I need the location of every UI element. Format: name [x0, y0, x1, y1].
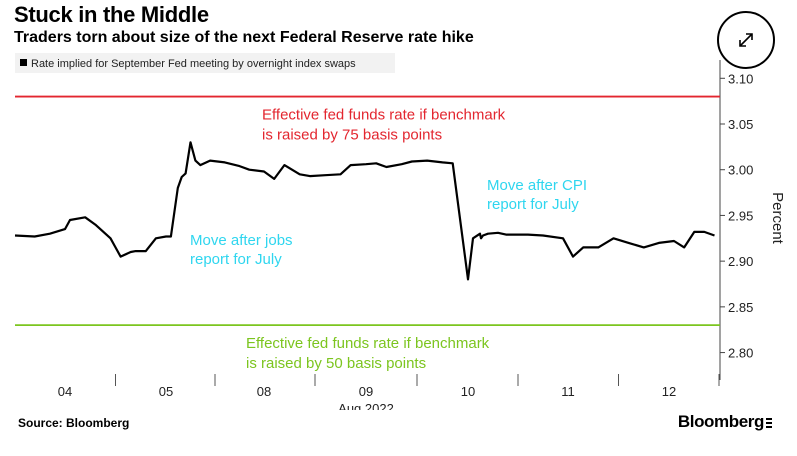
y-tick-label: 3.00	[728, 163, 753, 178]
event-annotation: report for July	[487, 196, 579, 213]
x-axis-label: Aug 2022	[338, 401, 394, 410]
reference-line-label: is raised by 75 basis points	[262, 127, 442, 144]
y-tick-label: 2.90	[728, 254, 753, 269]
annotations: Move after jobs report for July Move after…	[190, 177, 587, 268]
x-tick-label: 08	[257, 384, 271, 399]
legend-label: Rate implied for September Fed meeting b…	[31, 58, 356, 70]
series-line	[14, 141, 715, 281]
reference-line-label: Effective fed funds rate if benchmark	[246, 335, 490, 352]
expand-button[interactable]	[717, 11, 775, 69]
reference-line-label: Effective fed funds rate if benchmark	[262, 107, 506, 124]
event-annotation: report for July	[190, 251, 282, 268]
x-tick-label: 12	[662, 384, 676, 399]
line-chart: 2.80 2.85 2.90 2.95 3.00 3.05 3.10 Percent 04 05 0…	[14, 53, 786, 410]
legend: Rate implied for September Fed meeting b…	[15, 53, 395, 73]
event-annotation: Move after jobs	[190, 232, 293, 249]
chart-subtitle: Traders torn about size of the next Fede…	[14, 29, 474, 46]
reference-line-label: is raised by 50 basis points	[246, 355, 426, 372]
series-layer	[14, 141, 715, 281]
y-tick-label: 3.10	[728, 71, 753, 86]
chart-title: Stuck in the Middle	[14, 2, 209, 27]
x-tick-label: 04	[58, 384, 72, 399]
expand-arrows-icon	[739, 33, 753, 47]
legend-swatch	[20, 59, 27, 66]
axes: 2.80 2.85 2.90 2.95 3.00 3.05 3.10 Percent 04 05 0…	[58, 60, 786, 410]
y-tick-label: 2.80	[728, 346, 753, 361]
x-tick-label: 09	[359, 384, 373, 399]
y-axis-label: Percent	[769, 192, 786, 245]
y-tick-label: 3.05	[728, 117, 753, 132]
y-tick-label: 2.95	[728, 208, 753, 223]
x-tick-label: 10	[461, 384, 475, 399]
source-note: Source: Bloomberg	[18, 416, 130, 430]
x-tick-label: 05	[159, 384, 173, 399]
brand-logo: Bloomberg	[678, 412, 772, 432]
event-annotation: Move after CPI	[487, 177, 587, 194]
y-tick-label: 2.85	[728, 300, 753, 315]
reference-lines: Effective fed funds rate if benchmark is …	[15, 95, 720, 372]
x-tick-label: 11	[561, 384, 575, 399]
legend-box	[15, 53, 395, 73]
